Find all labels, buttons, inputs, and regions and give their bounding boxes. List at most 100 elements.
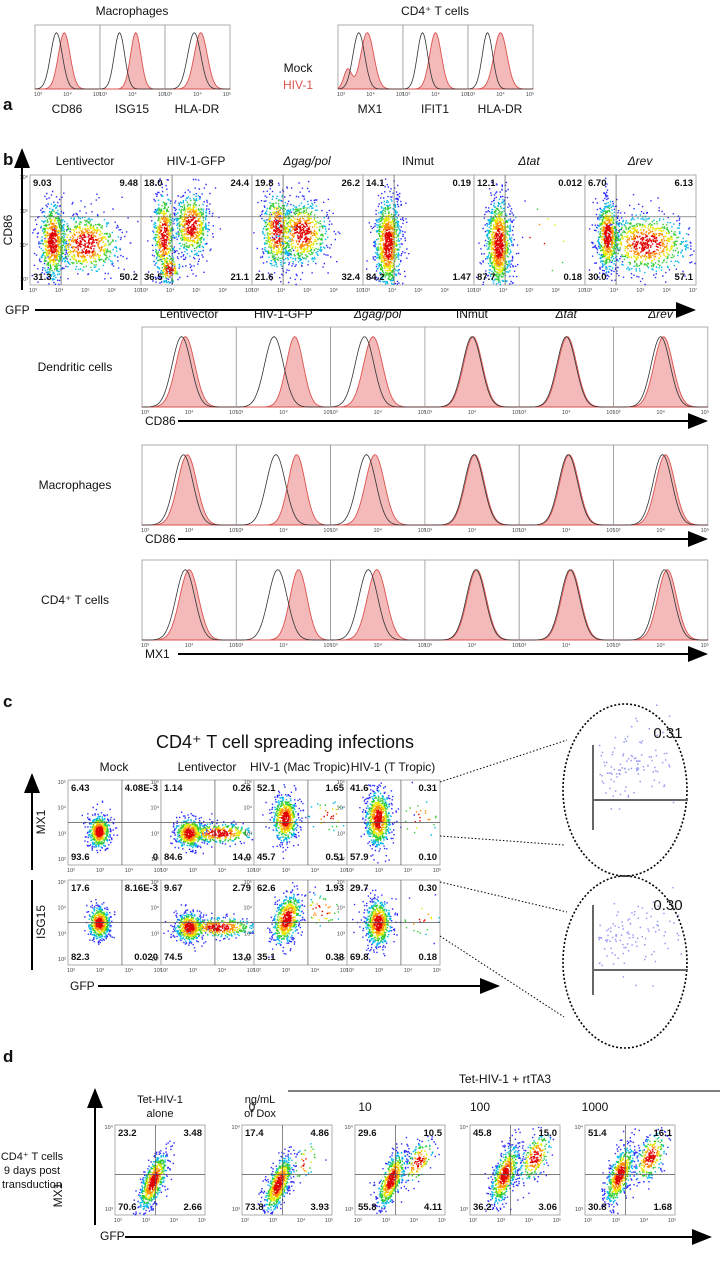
quadrant-value: 1.65 xyxy=(326,783,345,794)
quadrant-value: 1.14 xyxy=(164,783,183,794)
cell-events xyxy=(264,199,324,261)
cell-events xyxy=(44,218,107,266)
x-tick-label: 10⁵ xyxy=(512,642,520,649)
quadrant-value: 19.8 xyxy=(255,178,274,189)
quadrant-value: 0.012 xyxy=(558,178,582,189)
y-axis-label: MX1 xyxy=(51,1182,65,1207)
x-tick-label: 10³ xyxy=(269,1218,277,1224)
mock-histogram xyxy=(424,336,520,408)
cell-events xyxy=(370,801,418,837)
cell-events xyxy=(598,207,681,268)
cell-events xyxy=(279,807,338,831)
x-tick-label: 10⁴ xyxy=(277,287,286,294)
x-tick-label: 10³ xyxy=(282,868,290,874)
side-label: transduction xyxy=(2,1179,62,1191)
x-tick-label: 10⁴ xyxy=(656,527,665,534)
quadrant-value: 12.1 xyxy=(477,178,496,189)
quadrant-value: 1.93 xyxy=(326,883,345,894)
mock-histogram xyxy=(337,32,403,90)
cell-events xyxy=(383,228,393,260)
x-axis-label: GFP xyxy=(5,303,30,317)
cell-events xyxy=(367,904,428,942)
cell-events xyxy=(494,228,546,259)
x-tick-label: 10³ xyxy=(96,868,104,874)
x-tick-label: 10⁷ xyxy=(689,287,697,294)
quadrant-value: 26.2 xyxy=(342,178,361,189)
cell-events xyxy=(95,917,104,929)
quadrant-value: 1.68 xyxy=(654,1202,673,1213)
mock-histogram xyxy=(164,32,230,90)
column-title: Δrev xyxy=(627,154,654,168)
quadrant-value: 0.19 xyxy=(453,178,472,189)
x-tick-label: 10³ xyxy=(613,410,621,416)
x-tick-label: 10³ xyxy=(164,92,172,98)
x-tick-label: 10² xyxy=(253,968,261,974)
x-tick-label: 10⁷ xyxy=(578,287,586,294)
quadrant-value: 32.4 xyxy=(342,272,361,283)
x-tick-label: 10⁴ xyxy=(279,642,288,649)
mock-histogram xyxy=(330,336,425,408)
x-tick-label: 10³ xyxy=(473,288,481,294)
y-tick-label: 10⁵ xyxy=(151,879,159,886)
zoom-connector xyxy=(439,935,565,1018)
zoom-ellipse xyxy=(562,703,688,877)
x-tick-label: 10⁵ xyxy=(701,409,709,416)
dot-plot-frame xyxy=(473,174,586,286)
cell-events xyxy=(615,1148,656,1185)
panel-letter: c xyxy=(3,692,12,711)
x-tick-label: 10⁴ xyxy=(374,527,383,534)
x-tick-label: 10⁴ xyxy=(499,287,508,294)
mock-histogram xyxy=(34,32,100,90)
y-tick-label: 10² xyxy=(58,957,66,963)
mock-histogram xyxy=(519,336,614,408)
y-tick-label: 10⁵ xyxy=(151,779,159,786)
x-tick-label: 10⁵ xyxy=(433,967,441,974)
y-axis-label: MX1 xyxy=(34,809,48,834)
cell-events xyxy=(48,229,98,255)
x-tick-label: 10⁵ xyxy=(433,867,441,874)
x-tick-label: 10⁴ xyxy=(279,409,288,416)
mock-histogram xyxy=(99,32,165,90)
x-tick-label: 10⁴ xyxy=(562,642,571,649)
x-tick-label: 10⁶ xyxy=(441,287,449,294)
x-tick-label: 10³ xyxy=(330,410,338,416)
x-tick-label: 10⁴ xyxy=(185,642,194,649)
marker-label: IFIT1 xyxy=(421,102,449,116)
quadrant-value: 51.4 xyxy=(588,1128,607,1139)
x-tick-label: 10³ xyxy=(424,410,432,416)
quadrant-value: 3.06 xyxy=(539,1202,558,1213)
x-tick-label: 10⁴ xyxy=(374,642,383,649)
quadrant-value: 50.2 xyxy=(120,272,139,283)
cell-events xyxy=(174,912,254,943)
cell-events xyxy=(95,826,104,838)
column-title: Lentivector xyxy=(56,154,115,168)
cell-events xyxy=(373,915,426,932)
cell-events xyxy=(269,211,316,249)
cell-events xyxy=(603,224,662,255)
y-tick-label: 10³ xyxy=(105,1207,113,1213)
quadrant-value: 8.16E-3 xyxy=(125,883,158,894)
cell-events xyxy=(182,919,237,936)
x-tick-label: 10² xyxy=(346,968,354,974)
x-tick-label: 10⁵ xyxy=(418,642,426,649)
hiv-histogram xyxy=(165,32,231,90)
dot-plot-frame xyxy=(241,1124,333,1216)
y-tick-label: 10³ xyxy=(58,931,66,937)
cell-events xyxy=(46,222,103,261)
quadrant-value: 4.08E-3 xyxy=(125,783,158,794)
cell-events xyxy=(371,805,431,833)
marker-label: CD86 xyxy=(145,532,176,546)
cell-events xyxy=(180,918,242,938)
x-tick-label: 10³ xyxy=(141,410,149,416)
cell-events xyxy=(492,221,541,267)
x-tick-label: 10⁴ xyxy=(562,527,571,534)
y-tick-label: 10³ xyxy=(460,1207,468,1213)
x-tick-label: 10⁴ xyxy=(125,967,134,974)
column-title: HIV-1-GFP xyxy=(254,307,313,321)
cell-events xyxy=(612,1146,659,1190)
dox-value: 100 xyxy=(470,1100,490,1114)
x-tick-label: 10⁵ xyxy=(229,642,237,649)
y-tick-label: 10² xyxy=(151,857,159,863)
x-tick-label: 10⁴ xyxy=(166,287,175,294)
quadrant-value: 6.43 xyxy=(71,783,90,794)
